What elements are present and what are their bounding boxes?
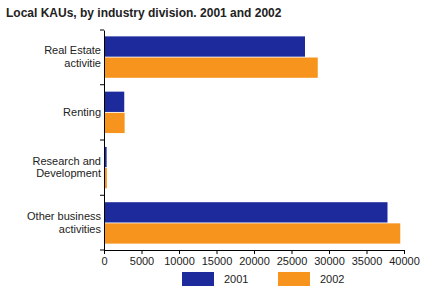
x-tick: 15000 [202,250,233,267]
x-tick-mark [217,250,218,254]
x-tick: 35000 [352,250,383,267]
y-axis-line [104,31,105,251]
x-tick: 0 [101,250,107,267]
legend-item: 2001 [182,272,248,286]
x-tick-label: 30000 [314,255,345,267]
bar [104,113,125,133]
y-tick: Real Estateactivitie [44,44,104,69]
x-tick-label: 15000 [202,255,233,267]
bar [104,58,318,78]
x-tick-label: 40000 [389,255,420,267]
x-tick: 5000 [130,250,154,267]
category-separator [100,250,104,251]
x-tick: 20000 [239,250,270,267]
category-separator [100,84,104,85]
x-tick-label: 20000 [239,255,270,267]
x-tick-mark [367,250,368,254]
y-tick: Renting [63,106,104,118]
x-tick-mark [104,250,105,254]
x-tick-mark [179,250,180,254]
bar [104,92,124,112]
x-tick-mark [292,250,293,254]
x-tick: 25000 [277,250,308,267]
x-tick-label: 0 [101,255,107,267]
legend-swatch [278,272,310,286]
legend-label: 2001 [224,273,248,285]
y-axis: Real Estateactivitie Renting Research andD… [27,30,104,251]
x-axis: 0 5000 10000 15000 20000 25000 30000 35000 40000 [101,250,419,267]
x-tick-label: 5000 [130,255,154,267]
x-tick-mark [254,250,255,254]
x-axis-line [105,251,405,255]
x-tick-mark [329,250,330,254]
bars [104,36,400,243]
x-tick-label: 35000 [352,255,383,267]
category-separator [100,140,104,141]
y-tick-label: Other businessactivities [27,210,101,235]
x-tick-label: 10000 [164,255,195,267]
y-tick-label: Real Estateactivitie [44,44,101,69]
bar [104,223,400,243]
category-separator [100,30,104,31]
y-tick: Other businessactivities [27,210,104,235]
legend-item: 2002 [278,272,344,286]
legend-swatch [182,272,214,286]
x-tick-mark [404,250,405,254]
chart: Local KAUs, by industry division. 2001 a… [0,0,428,296]
x-tick: 40000 [389,250,420,267]
category-separator [100,195,104,196]
y-tick: Research andDevelopment [33,155,105,180]
y-tick-label: Renting [63,106,101,118]
x-tick: 30000 [314,250,345,267]
x-tick: 10000 [164,250,195,267]
x-tick-label: 25000 [277,255,308,267]
y-tick-label: Research andDevelopment [33,155,102,180]
bar [104,202,388,222]
legend: 2001 2002 [182,272,344,286]
legend-label: 2002 [320,273,344,285]
x-tick-mark [142,250,143,254]
bar [104,36,305,56]
title: Local KAUs, by industry division. 2001 a… [6,6,282,20]
